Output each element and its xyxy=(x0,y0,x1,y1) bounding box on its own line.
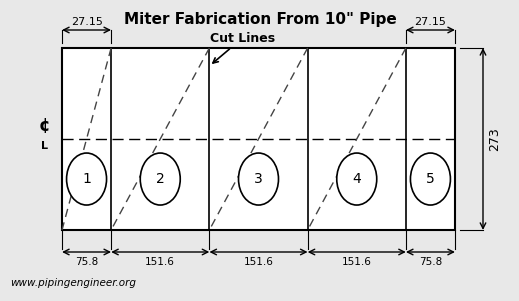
Ellipse shape xyxy=(411,153,450,205)
Text: 1: 1 xyxy=(82,172,91,186)
Text: Miter Fabrication From 10" Pipe: Miter Fabrication From 10" Pipe xyxy=(124,12,397,27)
Text: 151.6: 151.6 xyxy=(145,257,175,267)
Text: 151.6: 151.6 xyxy=(342,257,372,267)
Text: 75.8: 75.8 xyxy=(75,257,98,267)
Text: 75.8: 75.8 xyxy=(419,257,442,267)
Text: 5: 5 xyxy=(426,172,435,186)
Text: 27.15: 27.15 xyxy=(71,17,102,27)
Text: L: L xyxy=(40,141,48,151)
Ellipse shape xyxy=(337,153,377,205)
Text: 27.15: 27.15 xyxy=(415,17,446,27)
Text: 4: 4 xyxy=(352,172,361,186)
Text: Cut Lines: Cut Lines xyxy=(210,32,275,63)
Ellipse shape xyxy=(66,153,106,205)
Text: ¢: ¢ xyxy=(38,117,50,135)
Text: 273: 273 xyxy=(488,127,501,151)
Ellipse shape xyxy=(140,153,180,205)
Bar xyxy=(62,48,455,230)
Text: 151.6: 151.6 xyxy=(243,257,274,267)
Text: 3: 3 xyxy=(254,172,263,186)
Text: 2: 2 xyxy=(156,172,165,186)
Text: www.pipingengineer.org: www.pipingengineer.org xyxy=(10,278,136,288)
Ellipse shape xyxy=(239,153,279,205)
